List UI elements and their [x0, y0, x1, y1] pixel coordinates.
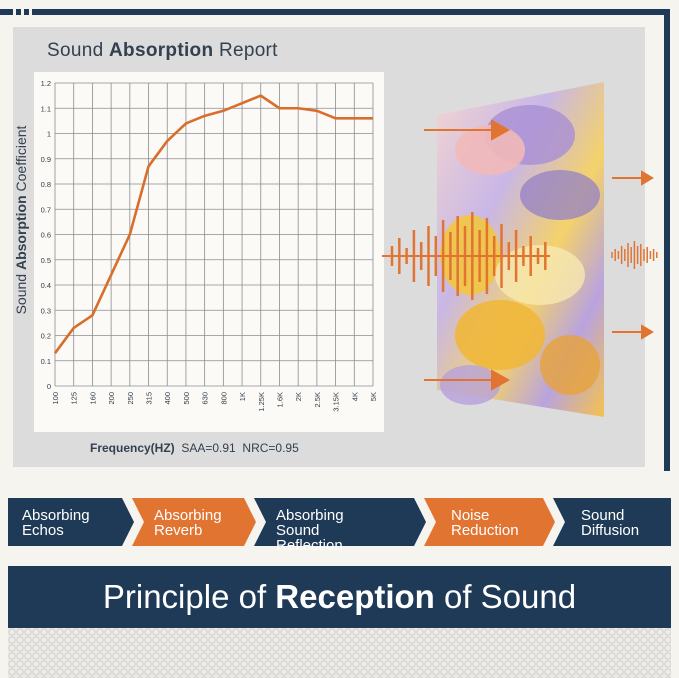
principle-banner: Principle of Reception of Sound	[8, 566, 671, 628]
x-tick-label: 2.5K	[313, 392, 322, 407]
report-title: Sound Absorption Report	[47, 40, 278, 61]
x-tick-label: 3.15K	[332, 392, 341, 412]
step-noise-reduction: Noise Reduction	[451, 507, 519, 539]
x-tick-label: 4K	[350, 392, 359, 401]
step-absorbing-echos: Absorbing Echos	[22, 507, 90, 539]
x-tick-label: 125	[70, 392, 79, 405]
frame-right-border	[664, 9, 670, 471]
outgoing-arrows	[612, 170, 654, 340]
frame-top-border	[0, 9, 670, 15]
x-tick-labels: 100 125 160 200 250 315 400 500 630 800 1K 1.25K 1.6…	[51, 392, 378, 412]
y-tick-label: 1.1	[41, 104, 51, 113]
x-tick-label: 400	[163, 392, 172, 405]
mesh-texture	[8, 628, 671, 678]
outgoing-sound-wave	[611, 241, 658, 269]
y-tick-labels: 0 0.1 0.2 0.3 0.4 0.5 0.6 0.7 0.8 0.9 1 1.1 1.2	[41, 79, 51, 391]
frequency-footer: Frequency(HZ) SAA=0.91 NRC=0.95	[90, 441, 299, 455]
step-absorbing-sound-reflection: Absorbing Sound Reflection	[276, 507, 344, 554]
incoming-sound-wave	[382, 212, 550, 300]
step-shape-1	[8, 498, 134, 546]
x-tick-label: 500	[182, 392, 191, 405]
y-tick-label: 0.1	[41, 357, 51, 366]
y-tick-label: 0.5	[41, 256, 51, 265]
step-sound-diffusion: Sound Diffusion	[581, 507, 640, 539]
step-shapes	[8, 498, 671, 546]
absorption-chart: 00.10.20.30.40.50.60.70.80.911.11.2 100 1…	[13, 72, 384, 432]
x-tick-label: 250	[126, 392, 135, 405]
x-tick-label: 1.6K	[275, 392, 284, 407]
chart-grid	[54, 82, 374, 387]
step-shape-5	[553, 498, 671, 546]
x-tick-label: 1.25K	[257, 392, 266, 412]
y-tick-label: 0.2	[41, 332, 51, 341]
series-line	[53, 94, 373, 354]
x-tick-label: 200	[107, 392, 116, 405]
step-absorbing-reverb: Absorbing Reverb	[154, 507, 222, 539]
x-tick-label: 800	[219, 392, 228, 405]
x-tick-label: 160	[88, 392, 97, 405]
y-tick-label: 0.7	[41, 205, 51, 214]
sound-panel-illustration	[382, 82, 658, 417]
y-tick-label: 0.9	[41, 155, 51, 164]
x-tick-label: 1K	[238, 392, 247, 401]
x-tick-label: 630	[201, 392, 210, 405]
x-tick-label: 100	[51, 392, 60, 405]
y-tick-label: 0.4	[41, 281, 51, 290]
step-shape-4	[424, 498, 555, 546]
y-axis-label: Sound Absorption Coefficient	[13, 125, 29, 314]
y-tick-label: 0	[47, 382, 51, 391]
step-shape-2	[132, 498, 256, 546]
x-tick-label: 315	[145, 392, 154, 405]
nrc-value: NRC=0.95	[242, 441, 299, 455]
y-tick-label: 1.2	[41, 79, 51, 88]
saa-value: SAA=0.91	[181, 441, 236, 455]
y-tick-label: 1	[47, 130, 51, 139]
y-tick-label: 0.3	[41, 306, 51, 315]
incoming-arrows	[424, 119, 511, 391]
y-tick-label: 0.6	[41, 231, 51, 240]
y-tick-label: 0.8	[41, 180, 51, 189]
step-shape-3	[254, 498, 426, 546]
corner-decoration	[8, 9, 36, 15]
x-tick-label: 5K	[369, 392, 378, 401]
plot-background	[34, 72, 384, 432]
x-tick-label: 2K	[294, 392, 303, 401]
